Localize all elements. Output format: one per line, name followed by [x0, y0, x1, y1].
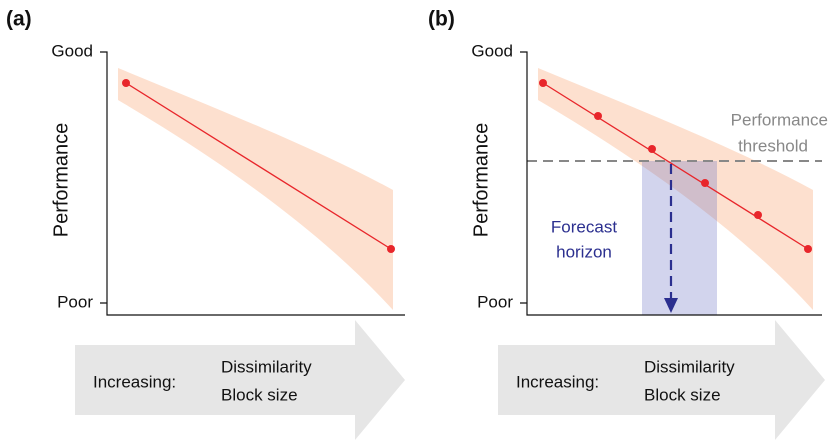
panel-b: (b) Good Poor Performance Performance th… [428, 8, 828, 440]
y-bottom-label: Poor [477, 292, 513, 311]
arrow-item: Dissimilarity [221, 357, 312, 376]
y-axis-label: Performance [470, 123, 492, 238]
threshold-label: threshold [738, 136, 808, 155]
arrow-head [664, 298, 678, 313]
y-top-label: Good [51, 41, 93, 60]
axes [100, 51, 405, 316]
point [648, 145, 656, 153]
point [594, 112, 602, 120]
point [804, 245, 812, 253]
point [387, 245, 395, 253]
arrow-lead: Increasing: [516, 372, 599, 391]
panel-a: (a) Good Poor Performance Increasing: Di… [6, 8, 405, 440]
threshold-label: Performance [731, 110, 828, 129]
point [754, 211, 762, 219]
forecast-label: Forecast [551, 217, 617, 236]
point [122, 79, 130, 87]
panel-label: (a) [6, 8, 32, 31]
trend-line [125, 82, 392, 250]
arrow-item: Block size [644, 385, 721, 404]
point [539, 79, 547, 87]
forecast-label: horizon [556, 242, 612, 261]
panel-label: (b) [428, 8, 455, 31]
y-axis-label: Performance [50, 123, 72, 238]
point [701, 179, 709, 187]
trend-line [542, 82, 809, 250]
arrow-item: Block size [221, 385, 298, 404]
confidence-band [538, 68, 813, 310]
axes [520, 51, 822, 316]
points [539, 79, 812, 253]
y-top-label: Good [471, 41, 513, 60]
confidence-band [118, 68, 393, 310]
y-bottom-label: Poor [57, 292, 93, 311]
arrow-item: Dissimilarity [644, 357, 735, 376]
direction-arrow [75, 320, 405, 440]
direction-arrow [498, 320, 825, 440]
arrow-lead: Increasing: [93, 372, 176, 391]
